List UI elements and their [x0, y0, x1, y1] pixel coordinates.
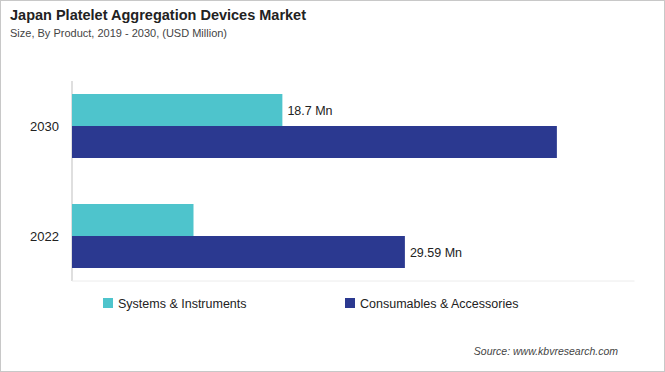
source: Source: www.kbvresearch.com — [474, 345, 618, 357]
bar — [72, 94, 282, 126]
data-label: 18.7 Mn — [287, 104, 332, 118]
title: Japan Platelet Aggregation Devices Marke… — [10, 7, 306, 23]
value-axis — [72, 281, 635, 282]
legend-swatch — [103, 298, 113, 308]
bar — [72, 204, 194, 236]
legend-label: Consumables & Accessories — [360, 297, 518, 311]
frame — [1, 1, 665, 372]
bars — [72, 94, 557, 268]
bar — [72, 236, 405, 268]
bar — [72, 126, 557, 158]
category-label: 2022 — [30, 229, 59, 244]
data-label: 29.59 Mn — [410, 246, 462, 260]
category-label: 2030 — [30, 119, 59, 134]
subtitle: Size, By Product, 2019 - 2030, (USD Mill… — [10, 27, 227, 39]
legend-swatch — [345, 298, 355, 308]
legend-label: Systems & Instruments — [118, 297, 247, 311]
